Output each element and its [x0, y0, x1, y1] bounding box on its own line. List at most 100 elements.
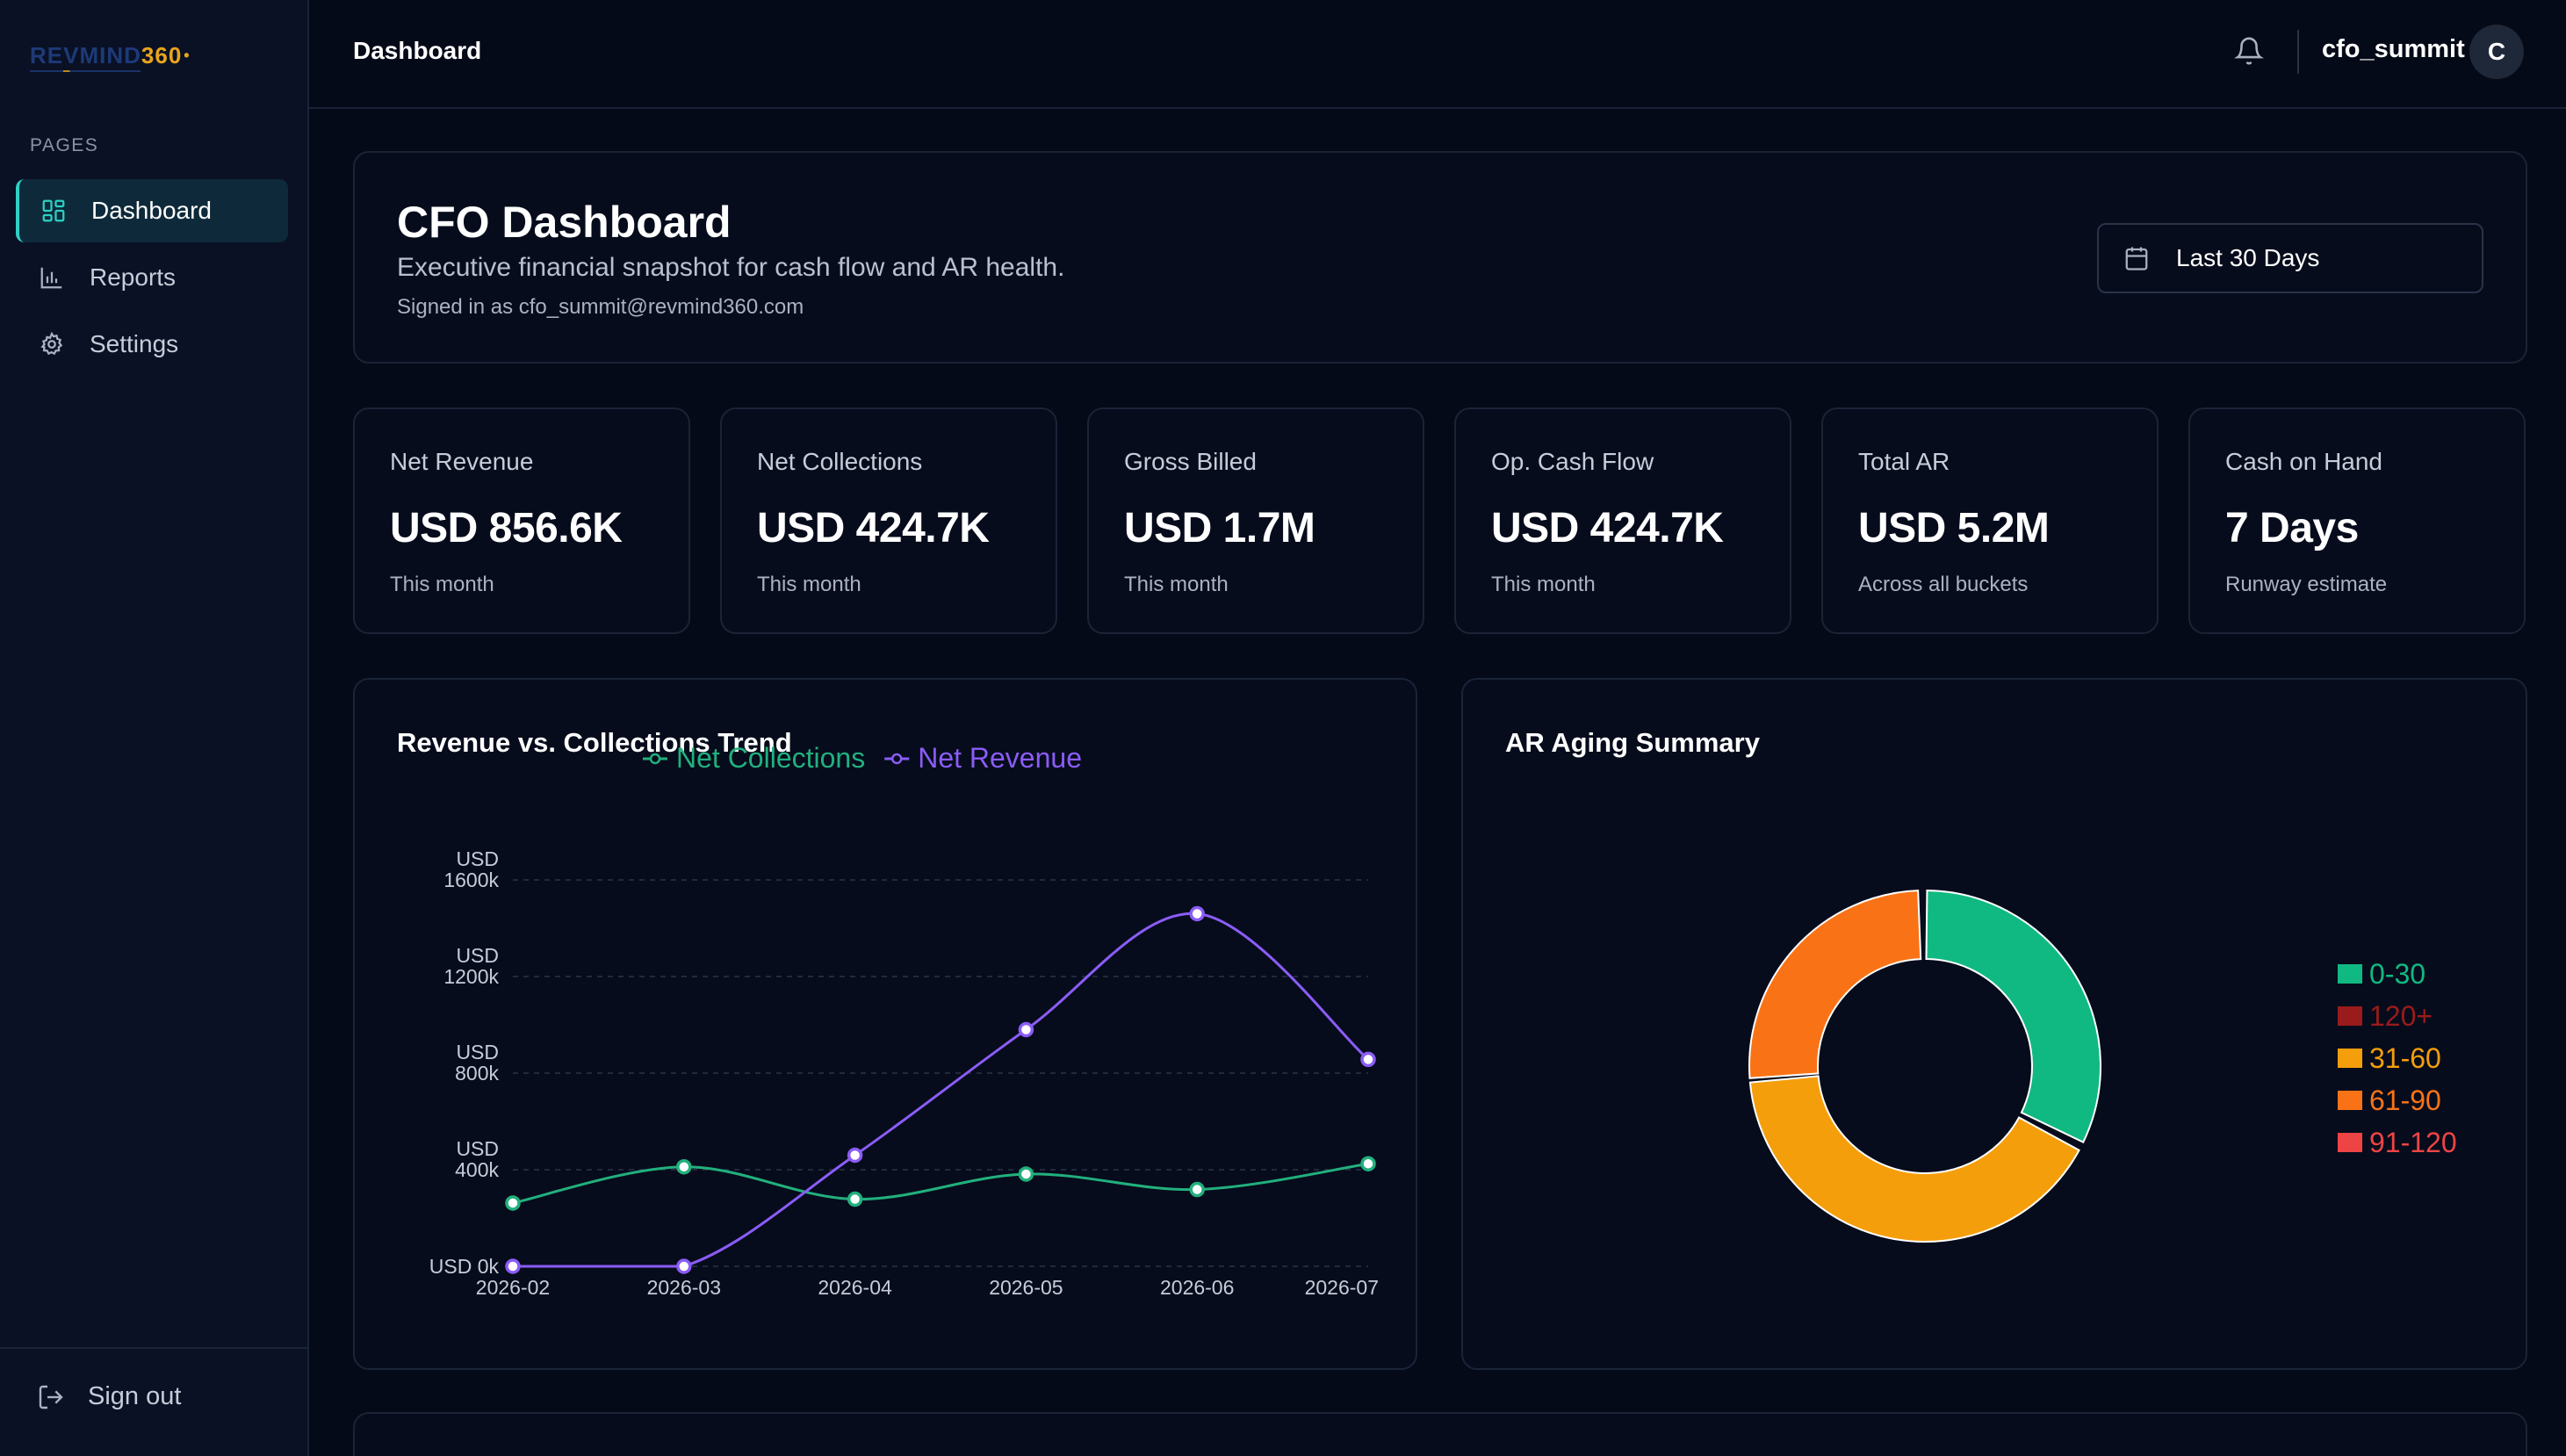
legend-item-91-120[interactable]: 91-120 [2338, 1127, 2457, 1158]
legend-swatch-dot [649, 753, 661, 765]
kpi-note: This month [390, 573, 494, 596]
kpi-card-op-cash-flow: Op. Cash Flow USD 424.7K This month [1454, 407, 1791, 634]
legend-item-0-30[interactable]: 0-30 [2338, 958, 2425, 990]
username[interactable]: cfo_summit [2322, 35, 2465, 63]
sidebar-item-label: Dashboard [91, 197, 212, 224]
kpi-value: 7 Days [2225, 505, 2359, 551]
bell-icon [2234, 37, 2264, 65]
x-tick-label: 2026-07 [1305, 1276, 1379, 1299]
revenue-trend-chart[interactable]: USD 0kUSD400kUSD800kUSD1200kUSD1600k2026… [355, 680, 1419, 1372]
sign-out-icon [39, 1385, 63, 1409]
legend-swatch [2338, 1091, 2362, 1110]
page-title: Dashboard [353, 37, 482, 64]
kpi-label: Gross Billed [1124, 448, 1257, 475]
legend-label: 120+ [2369, 1000, 2433, 1032]
legend-swatch-dot [890, 753, 903, 765]
y-tick-label: USD [456, 1041, 499, 1063]
legend-label: Net Collections [676, 742, 865, 774]
sidebar-item-settings[interactable]: Settings [16, 313, 288, 376]
ar-aging-chart[interactable]: 0-30 120+ 31-60 61-90 91-120 [1463, 680, 2529, 1372]
data-point[interactable] [1360, 1156, 1376, 1171]
next-section-card [353, 1412, 2527, 1456]
y-tick-label: 800k [455, 1062, 499, 1085]
pie-slice-61-90[interactable] [1748, 890, 1922, 1079]
chart-title: Revenue vs. Collections Trend [397, 727, 792, 758]
legend-item-61-90[interactable]: 61-90 [2338, 1085, 2441, 1116]
data-point[interactable] [1189, 905, 1205, 922]
legend-item-31-60[interactable]: 31-60 [2338, 1042, 2441, 1074]
sidebar-item-label: Reports [90, 263, 177, 291]
data-point[interactable] [1189, 1181, 1205, 1198]
x-tick-label: 2026-02 [476, 1276, 550, 1299]
data-point[interactable] [847, 1191, 863, 1207]
kpi-card-total-ar: Total AR USD 5.2M Across all buckets [1821, 407, 2159, 634]
kpi-note: This month [757, 573, 861, 596]
y-tick-label: USD [456, 944, 499, 967]
pie-slice-31-60[interactable] [1748, 1075, 2080, 1243]
legend-swatch [2338, 1133, 2362, 1152]
top-header: Dashboard cfo_summit C [309, 0, 2566, 109]
legend-label: Net Revenue [918, 742, 1082, 774]
gear-icon [39, 331, 65, 357]
kpi-label: Net Revenue [390, 448, 534, 475]
legend-label: 91-120 [2369, 1127, 2457, 1158]
sidebar: REVMIND 360 • PAGES Dashboard Reports Sett… [0, 0, 309, 1456]
pie-slice-0-30[interactable] [1925, 890, 2101, 1144]
kpi-label: Net Collections [757, 448, 923, 475]
sidebar-footer: Sign out [0, 1347, 307, 1456]
data-point[interactable] [1018, 1166, 1034, 1182]
avatar[interactable]: C [2469, 25, 2524, 79]
sidebar-item-reports[interactable]: Reports [16, 246, 288, 309]
signed-in-text: Signed in as cfo_summit@revmind360.com [397, 295, 804, 319]
x-tick-label: 2026-03 [647, 1276, 721, 1299]
data-point[interactable] [505, 1258, 521, 1274]
brand-logo-num: 360 [141, 41, 183, 68]
chart-title: AR Aging Summary [1505, 727, 1760, 758]
kpi-note: Runway estimate [2225, 573, 2388, 596]
legend-label: 31-60 [2369, 1042, 2441, 1074]
x-tick-label: 2026-04 [818, 1276, 892, 1299]
brand-logo-dot: • [184, 46, 191, 64]
sidebar-section-label: PAGES [30, 135, 99, 155]
data-point[interactable] [1018, 1021, 1034, 1038]
data-point[interactable] [505, 1195, 521, 1211]
sign-out-label: Sign out [88, 1382, 182, 1410]
notifications-button[interactable] [2234, 35, 2264, 67]
kpi-note: This month [1124, 573, 1229, 596]
sign-out-button[interactable]: Sign out [37, 1382, 181, 1411]
data-point[interactable] [676, 1258, 692, 1274]
brand-logo-rev: REVMIND [30, 41, 141, 68]
data-point[interactable] [676, 1158, 692, 1175]
brand-logo-underline [30, 70, 141, 72]
kpi-label: Total AR [1858, 448, 1950, 475]
sidebar-item-dashboard[interactable]: Dashboard [16, 179, 288, 242]
y-tick-label: USD [456, 847, 499, 870]
x-tick-label: 2026-06 [1160, 1276, 1234, 1299]
legend-item-0[interactable]: Net Collections [643, 742, 865, 774]
kpi-value: USD 5.2M [1858, 505, 2050, 551]
ar-aging-card: AR Aging Summary 0-30 120+ 31-60 61-90 91-12… [1461, 678, 2527, 1370]
kpi-note: This month [1491, 573, 1596, 596]
date-range-picker[interactable]: Last 30 Days [2097, 223, 2483, 293]
legend-swatch [2338, 1049, 2362, 1068]
legend-swatch [2338, 1006, 2362, 1026]
brand-logo[interactable]: REVMIND 360 • [30, 33, 191, 77]
revenue-trend-card: Revenue vs. Collections Trend USD 0k USD 4… [353, 678, 1417, 1370]
y-tick-label: USD [456, 1137, 499, 1160]
sidebar-item-label: Settings [90, 330, 179, 357]
dashboard-hero-card: CFO Dashboard Executive financial snapsh… [353, 151, 2527, 364]
y-tick-label: 400k [455, 1158, 499, 1181]
bar-chart-icon [39, 264, 65, 291]
data-point[interactable] [847, 1147, 863, 1164]
data-point[interactable] [1360, 1051, 1376, 1068]
series-line-1 [513, 912, 1369, 1268]
kpi-card-gross-billed: Gross Billed USD 1.7M This month [1087, 407, 1424, 634]
kpi-value: USD 424.7K [757, 505, 990, 551]
kpi-label: Op. Cash Flow [1491, 448, 1654, 475]
kpi-note: Across all buckets [1858, 573, 2029, 596]
legend-item-120+[interactable]: 120+ [2338, 1000, 2433, 1032]
x-tick-label: 2026-05 [989, 1276, 1063, 1299]
legend-item-1[interactable]: Net Revenue [884, 742, 1082, 774]
kpi-value: USD 856.6K [390, 505, 623, 551]
legend-label: 0-30 [2369, 958, 2425, 990]
